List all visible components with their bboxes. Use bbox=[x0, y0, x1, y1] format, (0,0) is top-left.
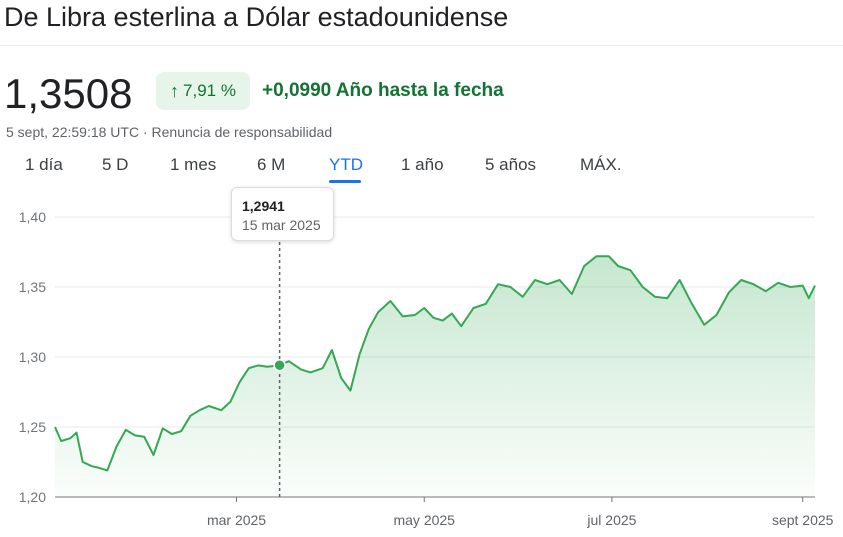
tab-1-year[interactable]: 1 año bbox=[401, 155, 444, 174]
tab-max[interactable]: MÁX. bbox=[580, 155, 622, 174]
x-tick-label: jul 2025 bbox=[586, 512, 636, 528]
arrow-up-icon: ↑ bbox=[170, 80, 180, 101]
price-line bbox=[54, 255, 816, 472]
active-tab-indicator bbox=[329, 180, 361, 183]
tab-ytd[interactable]: YTD bbox=[329, 155, 363, 174]
tooltip-date: 15 mar 2025 bbox=[242, 217, 321, 233]
quote-meta: 5 sept, 22:59:18 UTC · Renuncia de respo… bbox=[6, 123, 332, 141]
meta-separator: · bbox=[139, 124, 152, 140]
y-tick-label: 1,25 bbox=[19, 419, 46, 435]
y-tick-label: 1,30 bbox=[19, 349, 46, 365]
x-tick-label: mar 2025 bbox=[207, 512, 266, 528]
period-label: Año hasta la fecha bbox=[335, 80, 504, 101]
header-divider bbox=[0, 45, 843, 46]
tab-6-months[interactable]: 6 M bbox=[257, 155, 286, 174]
current-price: 1,3508 bbox=[4, 70, 133, 117]
percent-change-badge: ↑ 7,91 % bbox=[156, 72, 250, 110]
percent-change-value: 7,91 % bbox=[183, 81, 236, 100]
tab-5-years[interactable]: 5 años bbox=[485, 155, 537, 174]
disclaimer-link[interactable]: Renuncia de responsabilidad bbox=[151, 124, 333, 140]
absolute-change-value: +0,0990 bbox=[262, 80, 332, 101]
tooltip-value: 1,2941 bbox=[242, 198, 285, 214]
y-tick-label: 1,20 bbox=[19, 489, 46, 505]
page-title: De Libra esterlina a Dólar estadounidens… bbox=[4, 2, 509, 32]
range-tabs: 1 día 5 D 1 mes 6 M YTD 1 año 5 años MÁX… bbox=[0, 153, 843, 183]
tab-5-days[interactable]: 5 D bbox=[102, 155, 129, 174]
x-tick-label: may 2025 bbox=[393, 512, 455, 528]
absolute-change: +0,0990 Año hasta la fecha bbox=[262, 79, 504, 103]
tab-1-month[interactable]: 1 mes bbox=[170, 155, 217, 174]
highlight-point bbox=[273, 359, 286, 372]
chart-tooltip: 1,2941 15 mar 2025 bbox=[231, 187, 334, 241]
price-area-fill bbox=[55, 256, 815, 497]
timestamp: 5 sept, 22:59:18 UTC bbox=[6, 124, 140, 140]
tab-1-day[interactable]: 1 día bbox=[25, 155, 63, 174]
y-tick-label: 1,40 bbox=[19, 209, 46, 225]
x-tick-label: sept 2025 bbox=[772, 512, 834, 528]
y-tick-label: 1,35 bbox=[19, 279, 46, 295]
